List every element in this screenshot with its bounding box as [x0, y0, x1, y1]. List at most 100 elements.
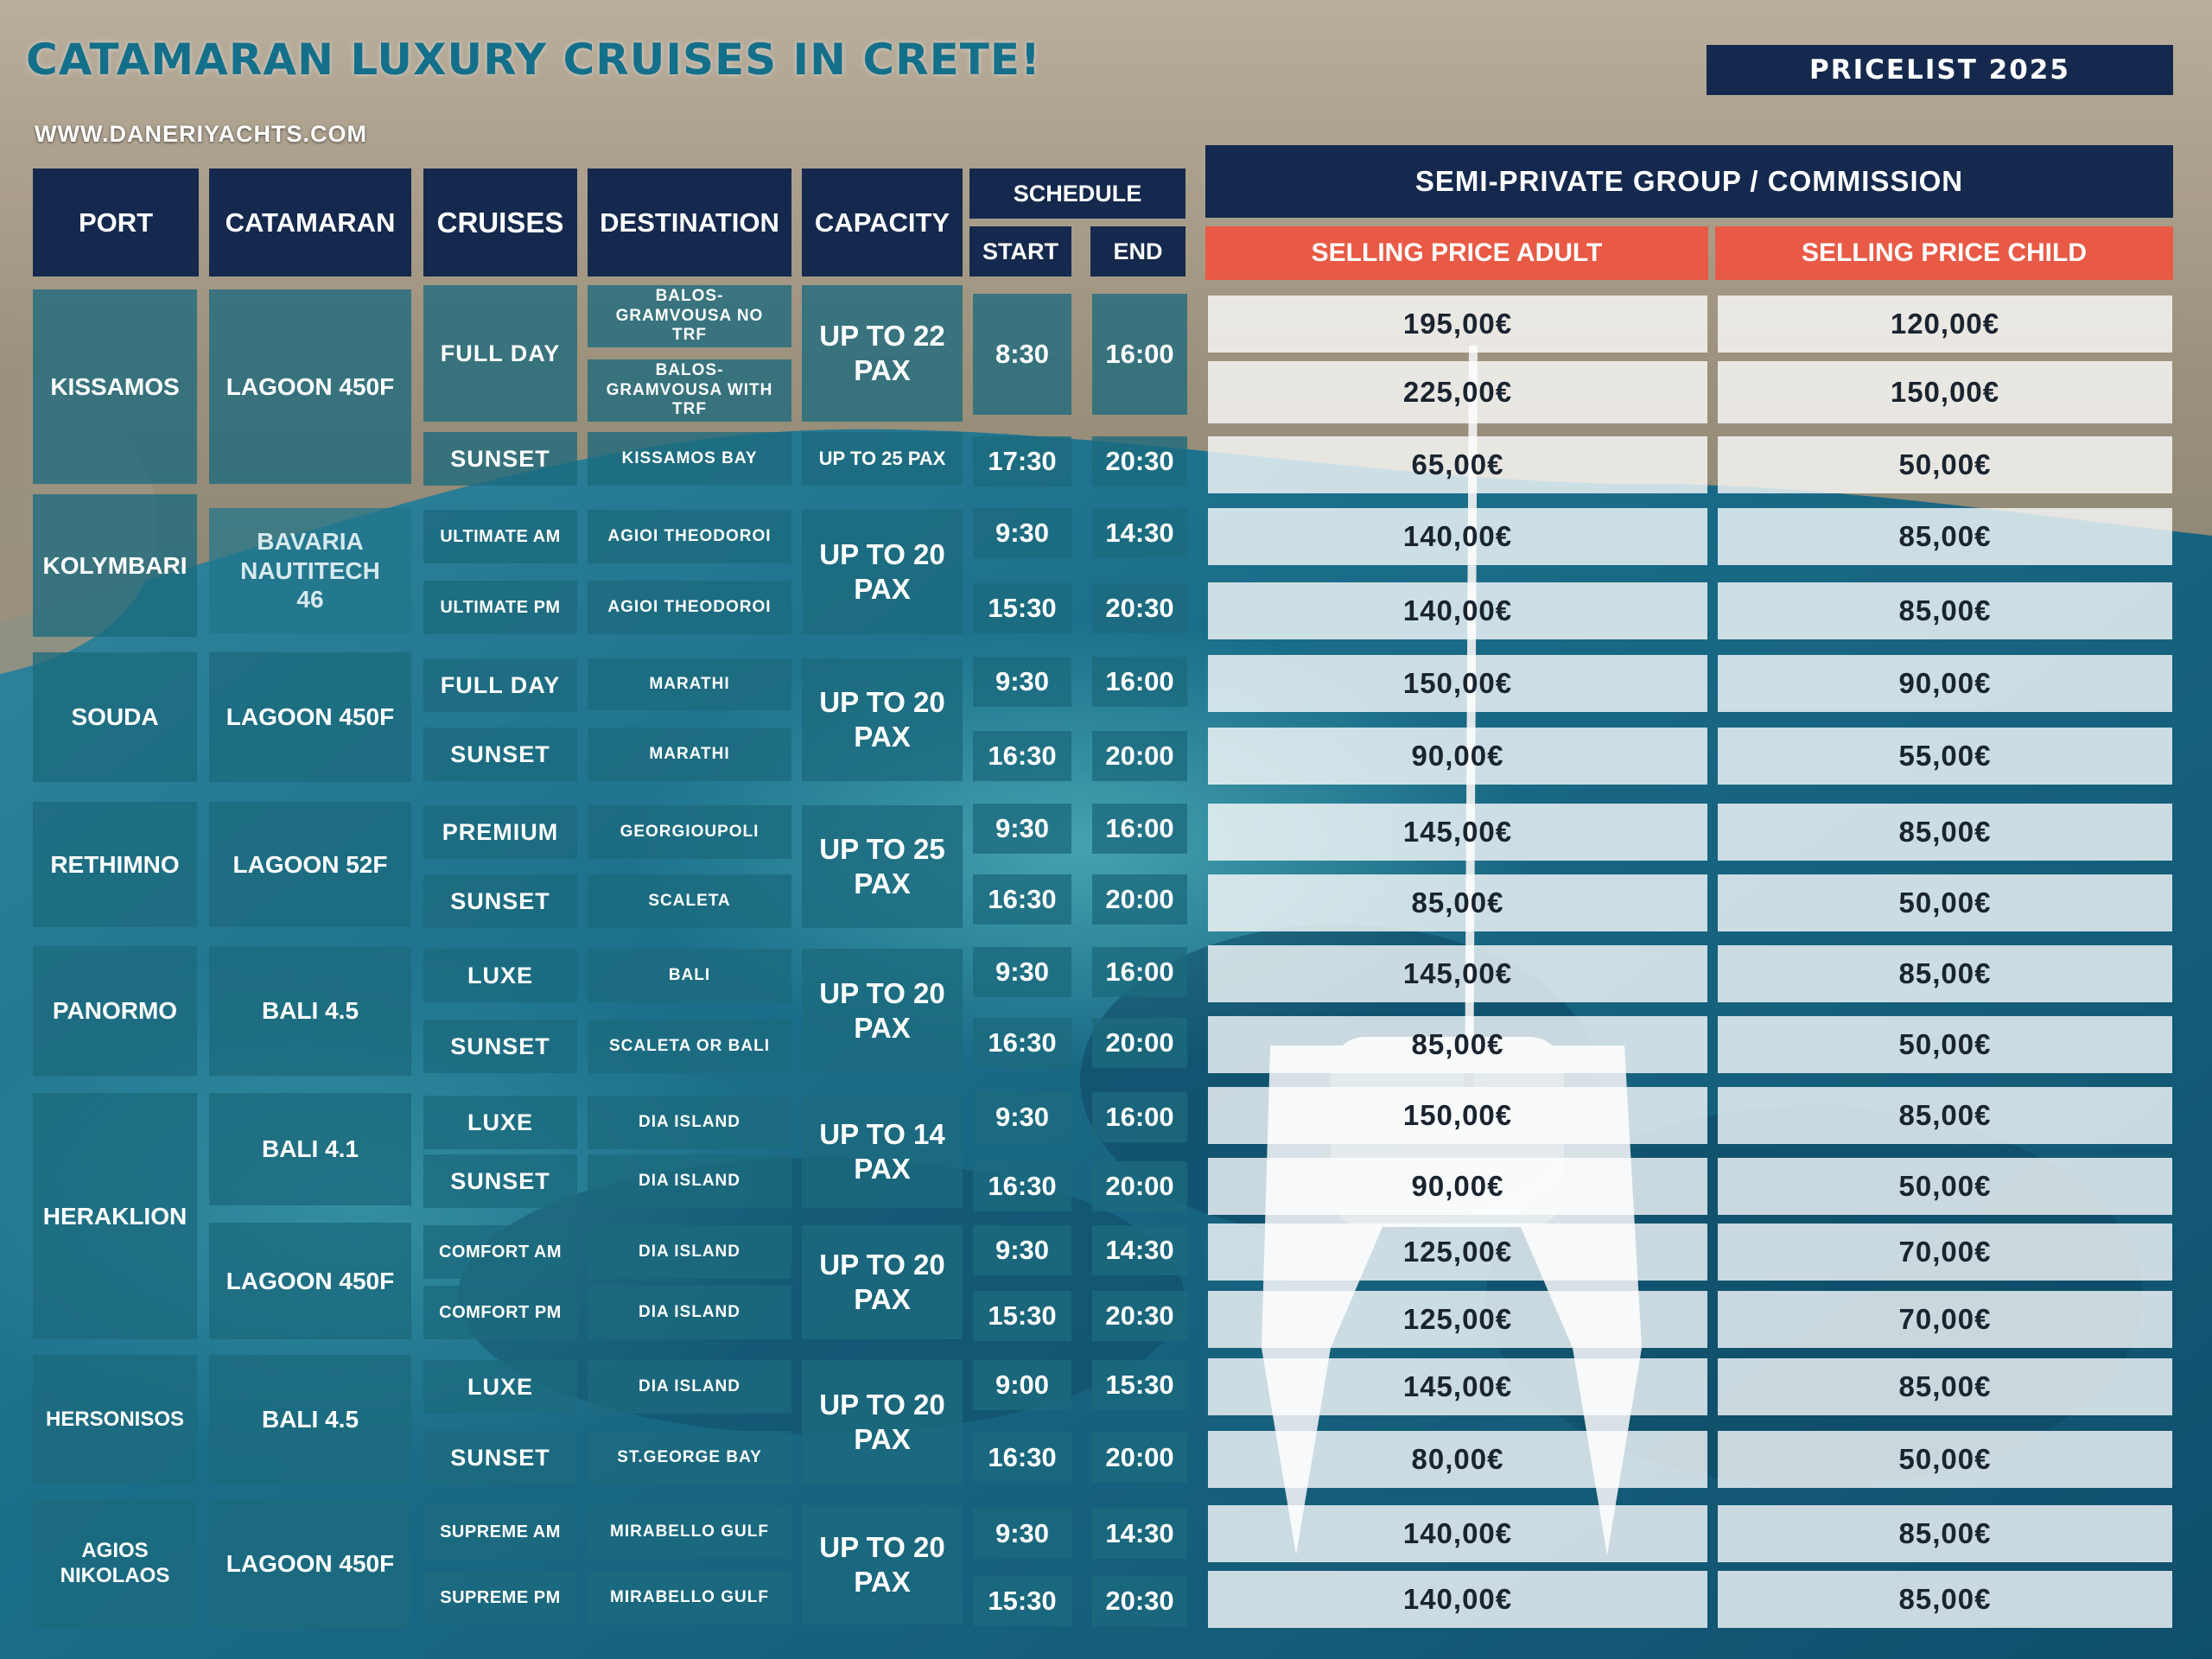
capacity-cell: UP TO 25 PAX — [802, 432, 963, 486]
capacity-cell: UP TO 22 PAX — [802, 285, 963, 422]
end-time: 20:00 — [1092, 1018, 1187, 1068]
catamaran-cell: LAGOON 450F — [209, 1499, 411, 1629]
end-time: 16:00 — [1092, 294, 1187, 415]
catamaran-cell: LAGOON 52F — [209, 802, 411, 927]
page-title: CATAMARAN LUXURY CRUISES IN CRETE! — [26, 35, 1041, 85]
destination-cell: MARATHI — [588, 728, 791, 781]
start-time: 8:30 — [973, 294, 1071, 415]
start-time: 17:30 — [973, 436, 1071, 486]
adult-price: 145,00€ — [1208, 1358, 1707, 1415]
child-price: 50,00€ — [1718, 1431, 2172, 1488]
header-end: END — [1090, 226, 1185, 276]
end-time: 20:00 — [1092, 731, 1187, 781]
header-adult-price: SELLING PRICE ADULT — [1205, 226, 1708, 280]
start-time: 9:30 — [973, 804, 1071, 854]
header-cruises: CRUISES — [423, 168, 577, 276]
end-time: 15:30 — [1092, 1360, 1187, 1410]
header-start: START — [969, 226, 1071, 276]
cruise-cell: COMFORT AM — [423, 1225, 577, 1279]
catamaran-cell: BALI 4.5 — [209, 1355, 411, 1484]
destination-cell: KISSAMOS BAY — [588, 432, 791, 486]
adult-price: 85,00€ — [1208, 1016, 1707, 1073]
cruise-cell: FULL DAY — [423, 658, 577, 712]
start-time: 16:30 — [973, 1161, 1071, 1211]
cruise-cell: ULTIMATE AM — [423, 510, 577, 563]
header-capacity: CAPACITY — [802, 168, 963, 276]
header-destination: DESTINATION — [588, 168, 791, 276]
child-price: 85,00€ — [1718, 1505, 2172, 1562]
child-price: 85,00€ — [1718, 1571, 2172, 1628]
port-cell: SOUDA — [33, 652, 197, 782]
header-schedule: SCHEDULE — [969, 168, 1185, 219]
port-cell: HERSONISOS — [33, 1355, 197, 1484]
cruise-cell: SUNSET — [423, 1020, 577, 1073]
destination-cell: DIA ISLAND — [588, 1360, 791, 1414]
cruise-cell: FULL DAY — [423, 285, 577, 422]
child-price: 120,00€ — [1718, 296, 2172, 353]
child-price: 50,00€ — [1718, 436, 2172, 493]
destination-cell: AGIOI THEODOROI — [588, 581, 791, 634]
destination-cell: SCALETA — [588, 874, 791, 928]
start-time: 9:30 — [973, 1092, 1071, 1142]
cruise-cell: LUXE — [423, 949, 577, 1002]
adult-price: 145,00€ — [1208, 945, 1707, 1002]
start-time: 16:30 — [973, 874, 1071, 925]
destination-cell: BALOS-GRAMVOUSA WITH TRF — [588, 359, 791, 422]
end-time: 14:30 — [1092, 1509, 1187, 1559]
adult-price: 140,00€ — [1208, 508, 1707, 565]
destination-cell: DIA ISLAND — [588, 1096, 791, 1149]
adult-price: 125,00€ — [1208, 1291, 1707, 1348]
adult-price: 140,00€ — [1208, 582, 1707, 639]
capacity-cell: UP TO 20 PAX — [802, 1225, 963, 1339]
adult-price: 150,00€ — [1208, 1087, 1707, 1144]
start-time: 9:30 — [973, 657, 1071, 707]
destination-cell: MARATHI — [588, 658, 791, 710]
header-catamaran: CATAMARAN — [209, 168, 411, 276]
end-time: 16:00 — [1092, 947, 1187, 997]
website-link[interactable]: WWW.DANERIYACHTS.COM — [35, 121, 367, 147]
cruise-cell: LUXE — [423, 1360, 577, 1414]
cruise-cell: COMFORT PM — [423, 1286, 577, 1339]
start-time: 9:30 — [973, 947, 1071, 997]
capacity-cell: UP TO 25 PAX — [802, 805, 963, 928]
start-time: 15:30 — [973, 1576, 1071, 1626]
adult-price: 150,00€ — [1208, 655, 1707, 712]
adult-price: 225,00€ — [1208, 361, 1707, 423]
catamaran-cell: BAVARIA NAUTITECH 46 — [209, 508, 411, 633]
adult-price: 90,00€ — [1208, 1158, 1707, 1215]
catamaran-cell: LAGOON 450F — [209, 289, 411, 484]
cruise-cell: SUNSET — [423, 432, 577, 486]
end-time: 16:00 — [1092, 804, 1187, 854]
adult-price: 145,00€ — [1208, 804, 1707, 861]
start-time: 16:30 — [973, 731, 1071, 781]
catamaran-cell: BALI 4.5 — [209, 946, 411, 1076]
child-price: 50,00€ — [1718, 1158, 2172, 1215]
cruise-cell: SUPREME AM — [423, 1505, 577, 1559]
end-time: 16:00 — [1092, 657, 1187, 707]
child-price: 70,00€ — [1718, 1291, 2172, 1348]
child-price: 85,00€ — [1718, 582, 2172, 639]
port-cell: AGIOS NIKOLAOS — [33, 1499, 197, 1629]
port-cell: PANORMO — [33, 946, 197, 1076]
capacity-cell: UP TO 20 PAX — [802, 1360, 963, 1484]
end-time: 14:30 — [1092, 1225, 1187, 1275]
destination-cell: DIA ISLAND — [588, 1225, 791, 1279]
adult-price: 90,00€ — [1208, 728, 1707, 785]
end-time: 20:30 — [1092, 583, 1187, 633]
destination-cell: MIRABELLO GULF — [588, 1571, 791, 1624]
child-price: 85,00€ — [1718, 1087, 2172, 1144]
destination-cell: AGIOI THEODOROI — [588, 510, 791, 563]
capacity-cell: UP TO 20 PAX — [802, 658, 963, 781]
cruise-cell: SUPREME PM — [423, 1571, 577, 1624]
port-cell: KOLYMBARI — [33, 494, 197, 637]
adult-price: 195,00€ — [1208, 296, 1707, 353]
start-time: 9:00 — [973, 1360, 1071, 1410]
end-time: 14:30 — [1092, 508, 1187, 558]
capacity-cell: UP TO 14 PAX — [802, 1096, 963, 1208]
end-time: 16:00 — [1092, 1092, 1187, 1142]
destination-cell: BALI — [588, 949, 791, 1002]
catamaran-cell: BALI 4.1 — [209, 1093, 411, 1205]
destination-cell: SCALETA OR BALI — [588, 1020, 791, 1073]
child-price: 50,00€ — [1718, 874, 2172, 931]
cruise-cell: SUNSET — [423, 728, 577, 781]
